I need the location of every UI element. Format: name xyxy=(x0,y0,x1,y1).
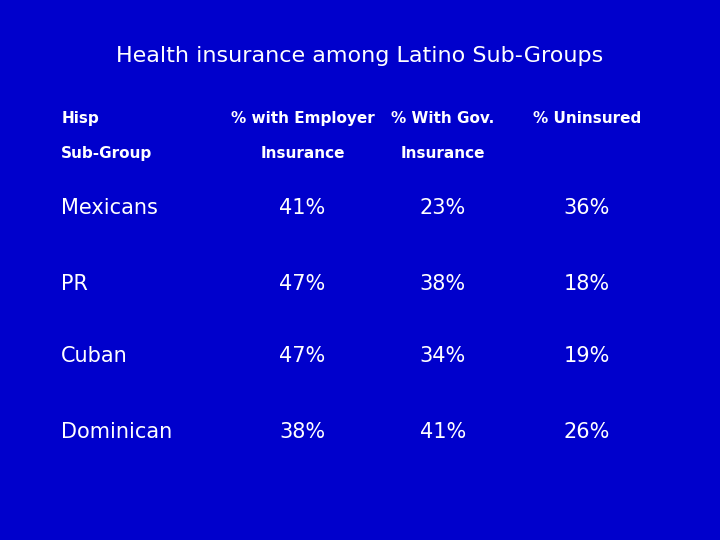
Text: 36%: 36% xyxy=(564,198,610,218)
Text: Insurance: Insurance xyxy=(400,146,485,161)
Text: Hisp: Hisp xyxy=(61,111,99,126)
Text: 23%: 23% xyxy=(420,198,466,218)
Text: Insurance: Insurance xyxy=(260,146,345,161)
Text: 19%: 19% xyxy=(564,346,610,367)
Text: 47%: 47% xyxy=(279,273,325,294)
Text: % Uninsured: % Uninsured xyxy=(533,111,641,126)
Text: % with Employer: % with Employer xyxy=(230,111,374,126)
Text: Cuban: Cuban xyxy=(61,346,128,367)
Text: 41%: 41% xyxy=(279,198,325,218)
Text: Health insurance among Latino Sub-Groups: Health insurance among Latino Sub-Groups xyxy=(117,46,603,66)
Text: 41%: 41% xyxy=(420,422,466,442)
Text: 38%: 38% xyxy=(420,273,466,294)
Text: 26%: 26% xyxy=(564,422,610,442)
Text: Mexicans: Mexicans xyxy=(61,198,158,218)
Text: PR: PR xyxy=(61,273,88,294)
Text: Dominican: Dominican xyxy=(61,422,173,442)
Text: Sub-Group: Sub-Group xyxy=(61,146,153,161)
Text: 34%: 34% xyxy=(420,346,466,367)
Text: 18%: 18% xyxy=(564,273,610,294)
Text: % With Gov.: % With Gov. xyxy=(391,111,495,126)
Text: 47%: 47% xyxy=(279,346,325,367)
Text: 38%: 38% xyxy=(279,422,325,442)
